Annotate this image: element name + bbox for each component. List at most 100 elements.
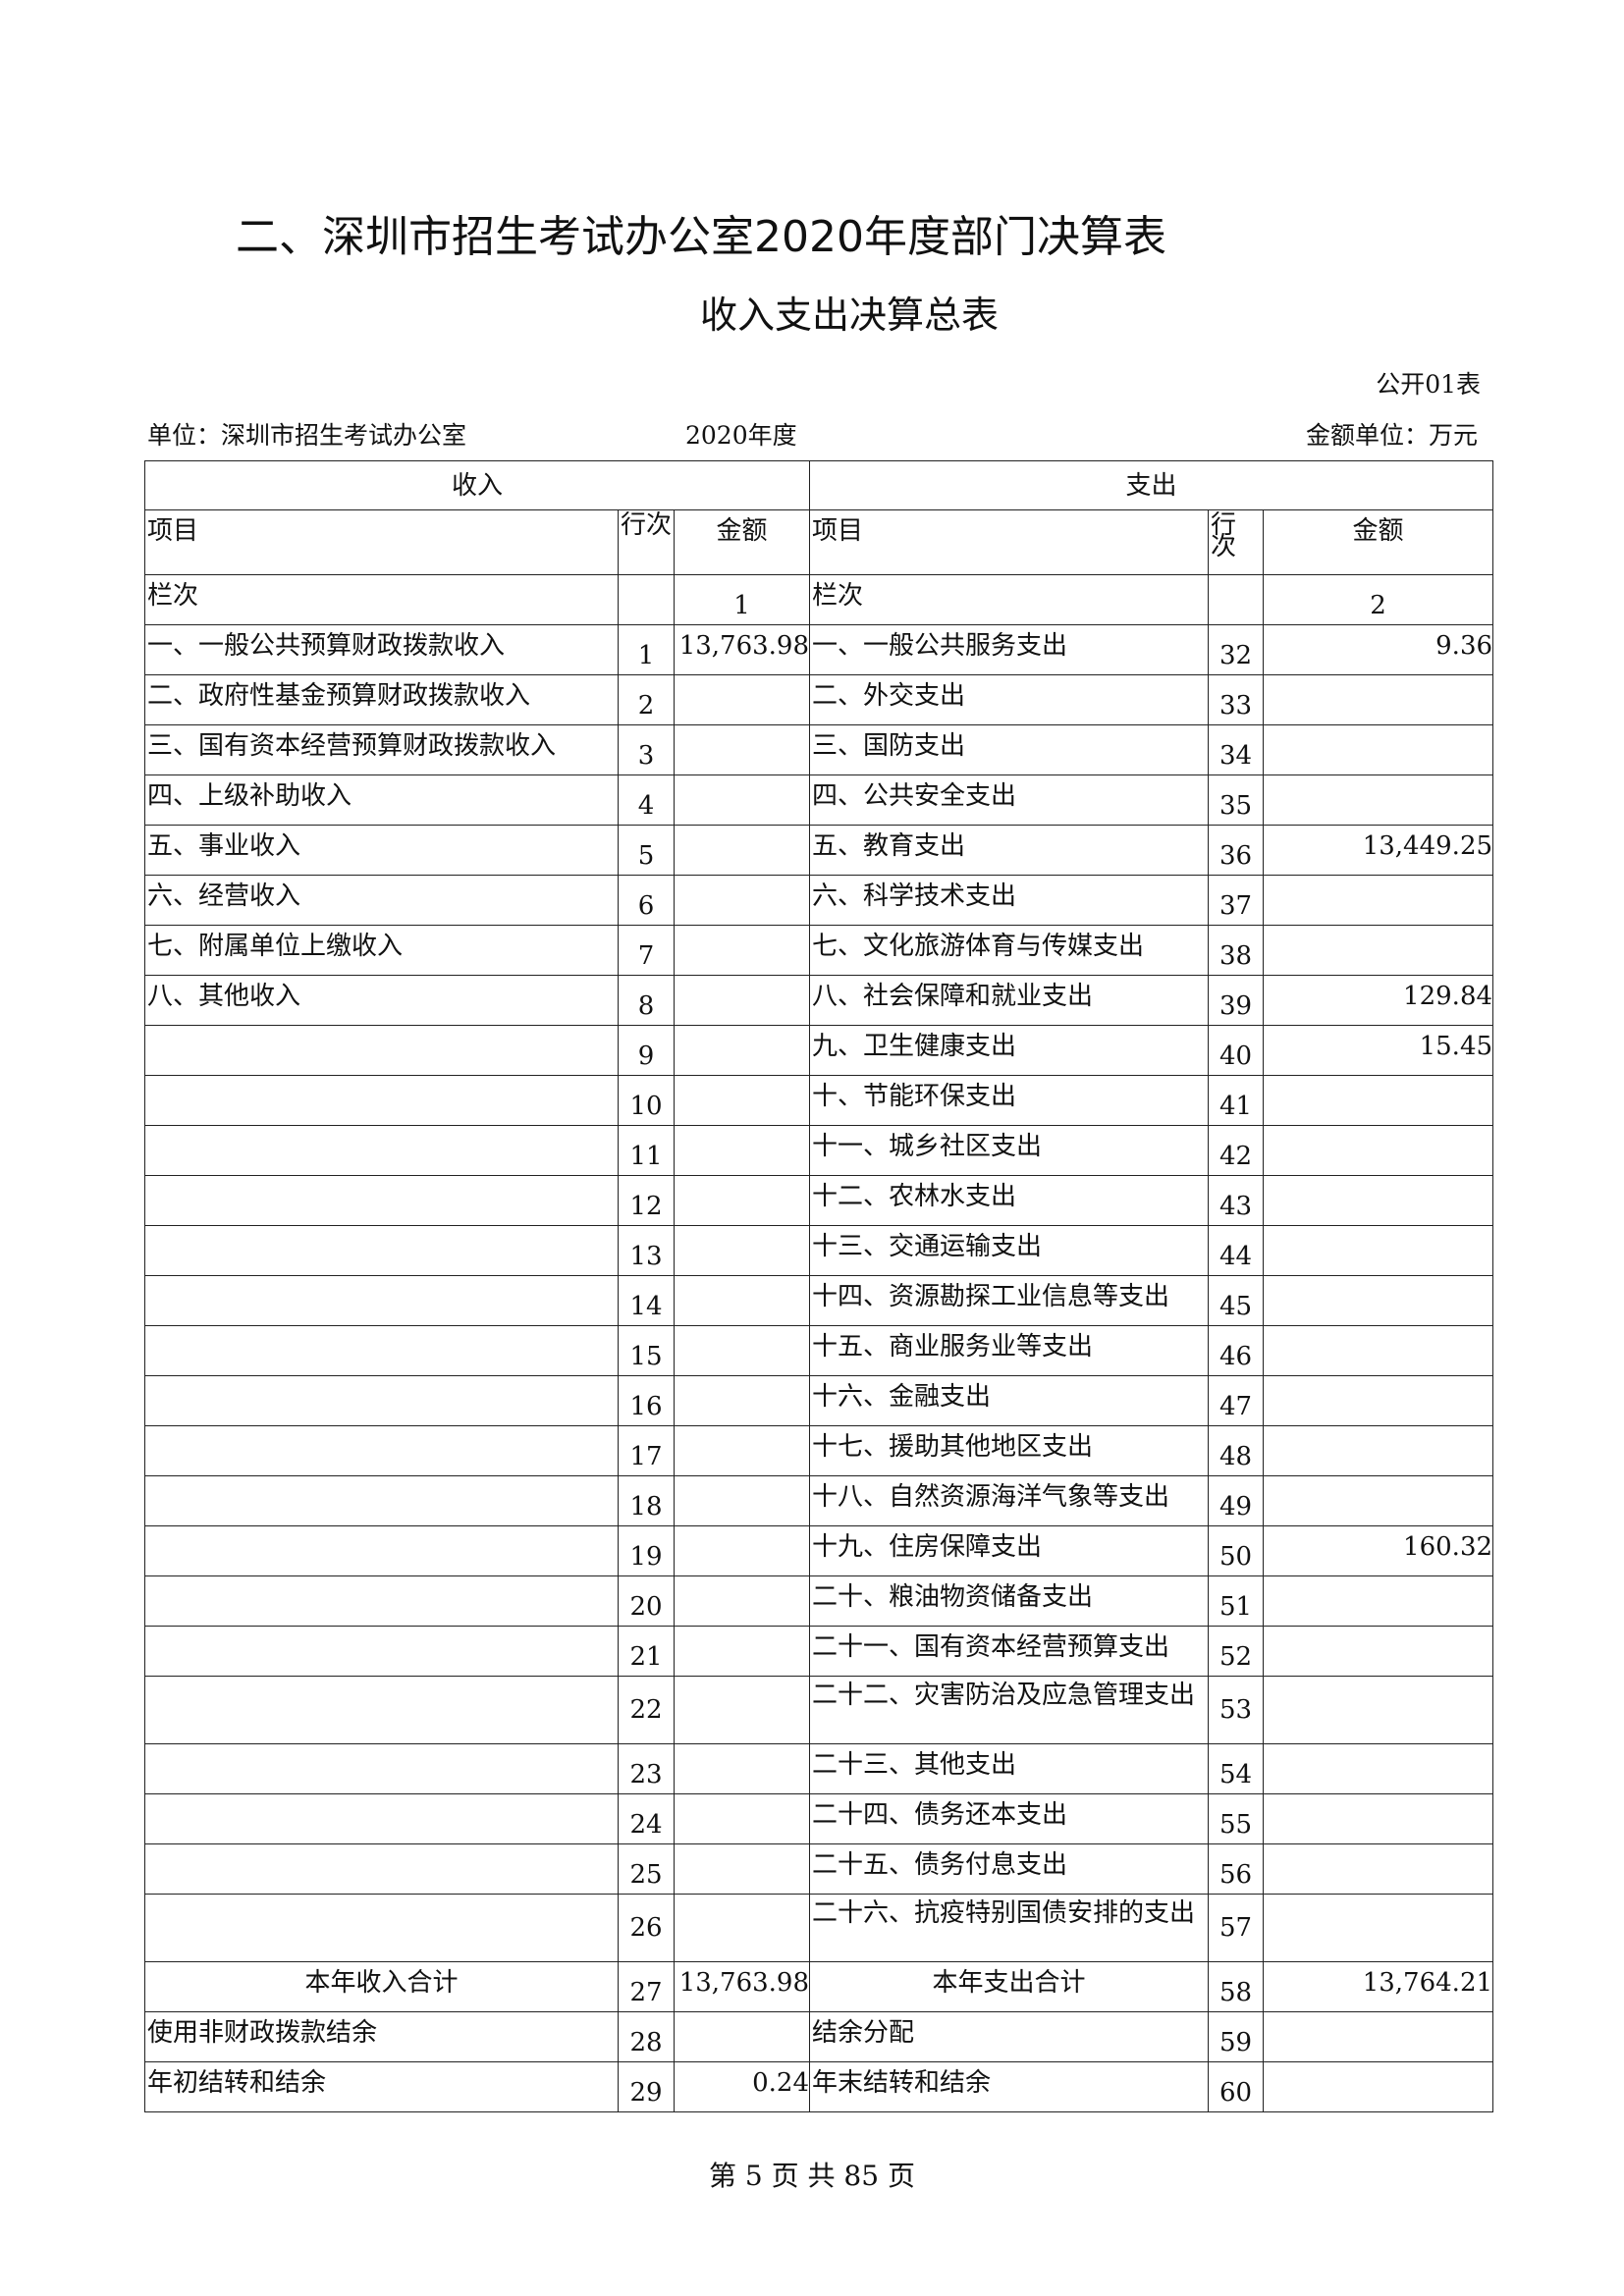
table-code: 公开01表: [1376, 370, 1481, 399]
expense-item: 五、教育支出: [809, 825, 1210, 876]
income-amount-header: 金额: [673, 509, 811, 575]
expense-amount: [1263, 2011, 1494, 2062]
income-amount: [673, 674, 811, 725]
expense-item: 二十五、债务付息支出: [809, 1843, 1210, 1895]
expense-line-header: 行次: [1208, 509, 1265, 575]
table-row: 21 二十一、国有资本经营预算支出 52: [144, 1626, 1494, 1677]
table-row: 17 十七、援助其他地区支出 48: [144, 1425, 1494, 1476]
income-item: [144, 1225, 619, 1276]
expense-amount: [1263, 724, 1494, 775]
expense-line-no: 48: [1208, 1425, 1265, 1476]
expense-item: 二十六、抗疫特别国债安排的支出: [809, 1894, 1210, 1962]
expense-amount: 9.36: [1263, 624, 1494, 675]
column-label: 栏次: [144, 574, 619, 625]
expense-amount: [1263, 1575, 1494, 1627]
table-row: 24 二十四、债务还本支出 55: [144, 1793, 1494, 1844]
income-amount: [673, 1676, 811, 1744]
expense-item: 一、一般公共服务支出: [809, 624, 1210, 675]
expense-item: 二十二、灾害防治及应急管理支出: [809, 1676, 1210, 1744]
income-amount: [673, 1225, 811, 1276]
table-title: 收入支出决算总表: [699, 294, 999, 337]
expense-line-no: 56: [1208, 1843, 1265, 1895]
expense-amount: [1263, 1075, 1494, 1126]
table-row: 本年收入合计 27 13,763.98 本年支出合计 58 13,764.21: [144, 1961, 1494, 2012]
table-row: 12 十二、农林水支出 43: [144, 1175, 1494, 1226]
expense-item: 十二、农林水支出: [809, 1175, 1210, 1226]
expense-item: 八、社会保障和就业支出: [809, 975, 1210, 1026]
income-line-no: 18: [618, 1475, 675, 1526]
income-item: [144, 1425, 619, 1476]
income-amount: 13,763.98: [673, 624, 811, 675]
expense-line-no: 36: [1208, 825, 1265, 876]
expense-item: 十、节能环保支出: [809, 1075, 1210, 1126]
income-item: 使用非财政拨款结余: [144, 2011, 619, 2062]
income-item: [144, 1676, 619, 1744]
income-amount: [673, 774, 811, 826]
document-title: 二、深圳市招生考试办公室2020年度部门决算表: [236, 212, 1166, 262]
income-item: [144, 1843, 619, 1895]
income-amount: [673, 1075, 811, 1126]
expense-amount: [1263, 2061, 1494, 2112]
expense-item: 年末结转和结余: [809, 2061, 1210, 2112]
expense-amount: [1263, 1375, 1494, 1426]
empty-cell: [618, 574, 675, 625]
expense-line-no: 49: [1208, 1475, 1265, 1526]
expense-line-no: 37: [1208, 875, 1265, 926]
income-item: 二、政府性基金预算财政拨款收入: [144, 674, 619, 725]
expense-amount: [1263, 875, 1494, 926]
income-amount: [673, 825, 811, 876]
income-item: 五、事业收入: [144, 825, 619, 876]
income-item: [144, 1125, 619, 1176]
section-header-row: 收入 支出: [143, 460, 1494, 510]
expense-item: 十三、交通运输支出: [809, 1225, 1210, 1276]
income-line-no: 9: [618, 1025, 675, 1076]
expense-item: 二十三、其他支出: [809, 1743, 1210, 1794]
expense-line-no: 50: [1208, 1525, 1265, 1576]
income-amount: [673, 1375, 811, 1426]
table-row: 25 二十五、债务付息支出 56: [144, 1843, 1494, 1895]
column-label: 栏次: [809, 574, 1210, 625]
expense-item: 十五、商业服务业等支出: [809, 1325, 1210, 1376]
expense-amount: 160.32: [1263, 1525, 1494, 1576]
income-amount: [673, 1894, 811, 1962]
table-row: 使用非财政拨款结余 28 结余分配 59: [144, 2011, 1494, 2062]
table-row: 七、附属单位上缴收入 7 七、文化旅游体育与传媒支出 38: [144, 925, 1494, 976]
income-amount: [673, 1425, 811, 1476]
expense-line-no: 58: [1208, 1961, 1265, 2012]
income-amount: [673, 724, 811, 775]
income-amount: [673, 1843, 811, 1895]
expense-item-header: 项目: [809, 509, 1210, 575]
income-item: [144, 1375, 619, 1426]
table-row: 16 十六、金融支出 47: [144, 1375, 1494, 1426]
income-item: 年初结转和结余: [144, 2061, 619, 2112]
expense-line-no: 54: [1208, 1743, 1265, 1794]
income-item: 三、国有资本经营预算财政拨款收入: [144, 724, 619, 775]
expense-amount: [1263, 774, 1494, 826]
expense-amount: 129.84: [1263, 975, 1494, 1026]
income-item: [144, 1075, 619, 1126]
table-row: 9 九、卫生健康支出 40 15.45: [144, 1025, 1494, 1076]
income-amount: [673, 1575, 811, 1627]
income-header: 收入: [143, 460, 811, 510]
table-row: 二、政府性基金预算财政拨款收入 2 二、外交支出 33: [144, 674, 1494, 725]
income-item: 一、一般公共预算财政拨款收入: [144, 624, 619, 675]
income-line-no: 28: [618, 2011, 675, 2062]
empty-cell: [1208, 574, 1265, 625]
income-item: [144, 1793, 619, 1844]
income-amount: 0.24: [673, 2061, 811, 2112]
income-item: [144, 1275, 619, 1326]
page-footer: 第 5 页 共 85 页: [709, 2160, 915, 2192]
expense-line-no: 60: [1208, 2061, 1265, 2112]
expense-item: 六、科学技术支出: [809, 875, 1210, 926]
expense-line-no: 42: [1208, 1125, 1265, 1176]
expense-item: 九、卫生健康支出: [809, 1025, 1210, 1076]
expense-amount: [1263, 1325, 1494, 1376]
table-row: 19 十九、住房保障支出 50 160.32: [144, 1525, 1494, 1576]
expense-item: 二十一、国有资本经营预算支出: [809, 1626, 1210, 1677]
table-row: 年初结转和结余 29 0.24 年末结转和结余 60: [144, 2061, 1494, 2112]
income-item: 四、上级补助收入: [144, 774, 619, 826]
income-item: 六、经营收入: [144, 875, 619, 926]
table-row: 三、国有资本经营预算财政拨款收入 3 三、国防支出 34: [144, 724, 1494, 775]
income-item: 本年收入合计: [144, 1961, 619, 2012]
expense-line-no: 51: [1208, 1575, 1265, 1627]
